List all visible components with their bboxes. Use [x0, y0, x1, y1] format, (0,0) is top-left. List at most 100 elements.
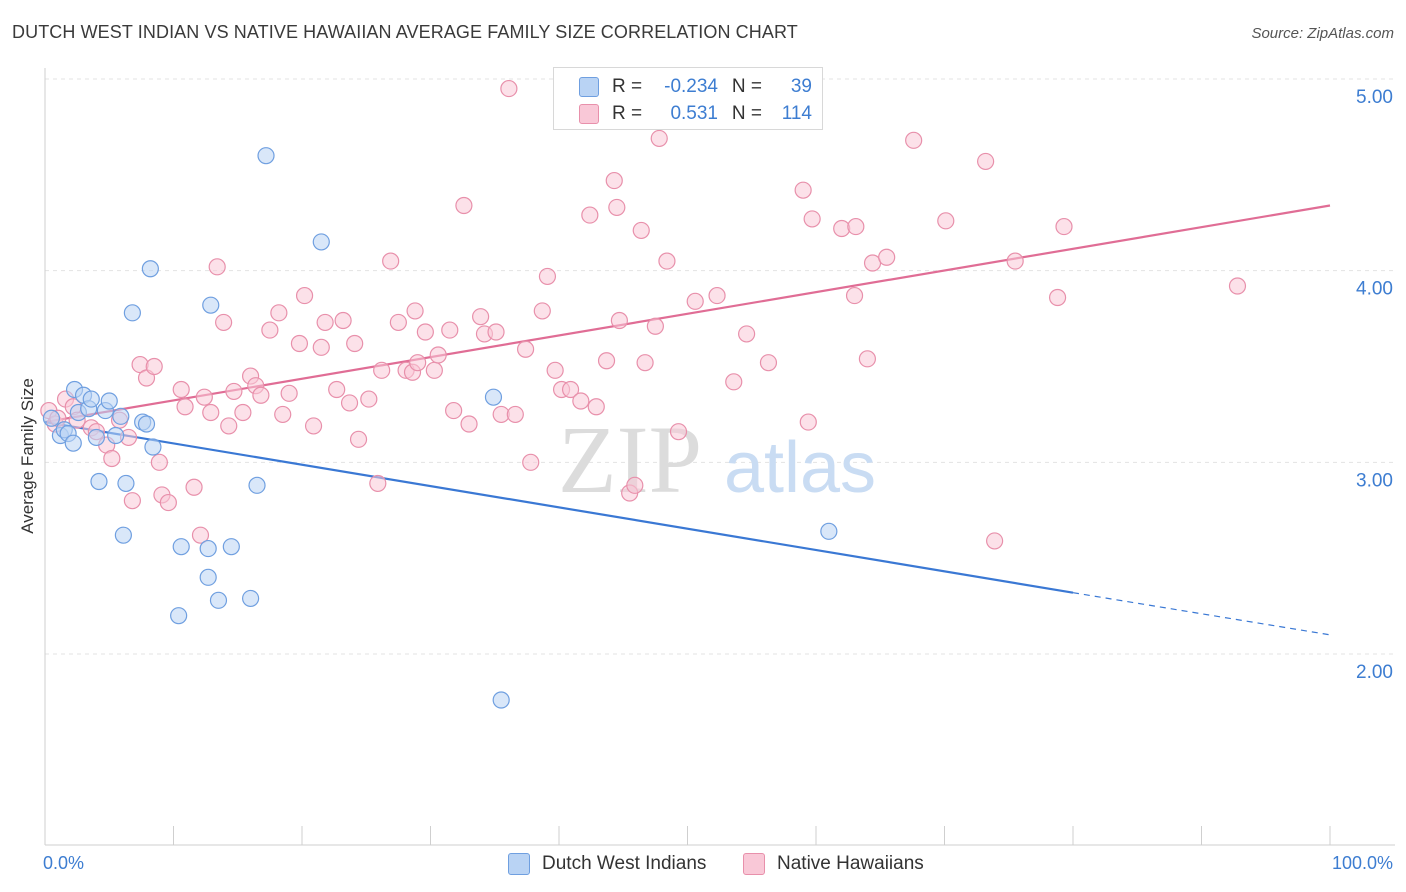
data-point-native-hawaiian	[487, 323, 505, 341]
data-point-native-hawaiian	[608, 198, 626, 217]
data-point-native-hawaiian	[632, 221, 650, 240]
data-point-native-hawaiian	[215, 313, 233, 332]
source-credit: Source: ZipAtlas.com	[1251, 25, 1394, 42]
data-point-native-hawaiian	[799, 413, 817, 431]
data-point-dutch-west-indian	[114, 526, 132, 544]
data-point-dutch-west-indian	[484, 388, 503, 406]
data-point-native-hawaiian	[587, 398, 605, 416]
bottom-legend-swatch-pink	[743, 853, 765, 875]
data-point-native-hawaiian	[349, 430, 368, 448]
legend-swatch-blue	[579, 77, 599, 97]
data-point-dutch-west-indian	[100, 392, 118, 410]
data-point-native-hawaiian	[304, 417, 323, 435]
data-point-native-hawaiian	[191, 526, 210, 544]
data-point-native-hawaiian	[280, 384, 298, 402]
data-point-native-hawaiian	[290, 334, 309, 353]
legend-n-value: 114	[781, 103, 812, 124]
data-point-native-hawaiian	[441, 321, 459, 339]
data-point-native-hawaiian	[295, 286, 314, 305]
y-tick-label: 3.00	[1356, 470, 1393, 491]
data-point-dutch-west-indian	[82, 390, 100, 408]
data-point-native-hawaiian	[360, 390, 378, 408]
data-point-native-hawaiian	[382, 252, 400, 270]
data-point-native-hawaiian	[389, 313, 407, 332]
bottom-legend-pink: Native Hawaiians	[743, 852, 924, 876]
stats-legend: R = -0.234 N = 39 R = 0.531 N = 114	[553, 67, 823, 130]
data-point-native-hawaiian	[977, 152, 995, 171]
data-point-native-hawaiian	[650, 129, 668, 148]
data-point-dutch-west-indian	[242, 589, 260, 608]
data-point-native-hawaiian	[858, 350, 877, 368]
data-point-native-hawaiian	[833, 219, 851, 238]
data-point-dutch-west-indian	[90, 472, 108, 491]
data-point-native-hawaiian	[937, 212, 955, 230]
data-point-native-hawaiian	[202, 403, 220, 422]
data-point-native-hawaiian	[150, 453, 168, 471]
data-point-dutch-west-indian	[170, 607, 188, 625]
legend-n-key: N =	[731, 76, 762, 97]
data-point-native-hawaiian	[225, 382, 243, 401]
data-point-native-hawaiian	[369, 474, 387, 493]
data-point-native-hawaiian	[328, 380, 346, 399]
data-point-dutch-west-indian	[42, 409, 61, 427]
data-point-native-hawaiian	[103, 449, 121, 468]
data-point-dutch-west-indian	[112, 407, 130, 425]
x-tick-label: 100.0%	[1332, 853, 1393, 873]
y-tick-labels: 2.00 3.00 4.00 5.00	[1356, 87, 1393, 683]
legend-r-key: R =	[612, 103, 643, 124]
data-point-native-hawaiian	[472, 308, 490, 326]
data-point-native-hawaiian	[546, 361, 564, 379]
bottom-legend-blue: Dutch West Indians	[508, 852, 706, 876]
data-point-native-hawaiian	[145, 357, 163, 376]
data-point-native-hawaiian	[905, 131, 923, 149]
data-point-native-hawaiian	[312, 338, 330, 356]
legend-row-pink: R = 0.531 N = 114	[554, 101, 812, 127]
data-point-dutch-west-indian	[172, 538, 190, 556]
data-point-native-hawaiian	[159, 493, 177, 512]
data-point-dutch-west-indian	[117, 474, 135, 493]
bottom-legend-label-blue: Dutch West Indians	[542, 853, 707, 874]
data-point-native-hawaiian	[610, 311, 628, 330]
data-point-native-hawaiian	[847, 217, 865, 236]
data-point-native-hawaiian	[506, 405, 524, 424]
data-point-native-hawaiian	[220, 417, 238, 435]
data-point-native-hawaiian	[270, 304, 288, 322]
data-point-dutch-west-indian	[257, 147, 275, 165]
grid-lines	[45, 78, 1395, 655]
data-point-native-hawaiian	[1055, 217, 1073, 236]
data-point-native-hawaiian	[261, 321, 279, 339]
data-point-native-hawaiian	[759, 354, 778, 372]
chart-title: DUTCH WEST INDIAN VS NATIVE HAWAIIAN AVE…	[12, 22, 798, 42]
data-point-dutch-west-indian	[209, 591, 228, 609]
data-point-native-hawaiian	[176, 398, 194, 416]
data-point-native-hawaiian	[316, 313, 334, 332]
data-point-dutch-west-indian	[820, 522, 838, 540]
data-point-native-hawaiian	[252, 386, 270, 404]
axes	[44, 68, 1395, 846]
y-axis-label: Average Family Size	[18, 378, 37, 534]
data-point-native-hawaiian	[460, 415, 478, 433]
data-point-dutch-west-indian	[248, 476, 266, 494]
legend-row-blue: R = -0.234 N = 39	[554, 74, 812, 100]
data-point-dutch-west-indian	[87, 428, 106, 447]
data-point-dutch-west-indian	[137, 415, 156, 433]
data-point-dutch-west-indian	[64, 434, 82, 452]
data-point-native-hawaiian	[646, 317, 664, 335]
watermark-atlas: atlas	[724, 428, 876, 508]
data-point-native-hawaiian	[708, 286, 726, 305]
data-point-native-hawaiian	[346, 334, 364, 353]
data-point-native-hawaiian	[1228, 277, 1247, 295]
data-point-native-hawaiian	[340, 394, 359, 412]
data-point-dutch-west-indian	[202, 296, 220, 314]
data-point-native-hawaiian	[522, 453, 540, 471]
data-point-native-hawaiian	[123, 492, 141, 510]
y-tick-label: 5.00	[1356, 87, 1393, 108]
data-point-native-hawaiian	[605, 171, 623, 190]
data-point-native-hawaiian	[878, 248, 896, 266]
data-point-dutch-west-indian	[312, 233, 330, 251]
data-point-native-hawaiian	[234, 403, 252, 422]
data-point-native-hawaiian	[373, 361, 391, 379]
data-point-native-hawaiian	[626, 476, 644, 494]
legend-swatch-pink	[579, 104, 599, 124]
data-point-native-hawaiian	[1006, 252, 1024, 270]
